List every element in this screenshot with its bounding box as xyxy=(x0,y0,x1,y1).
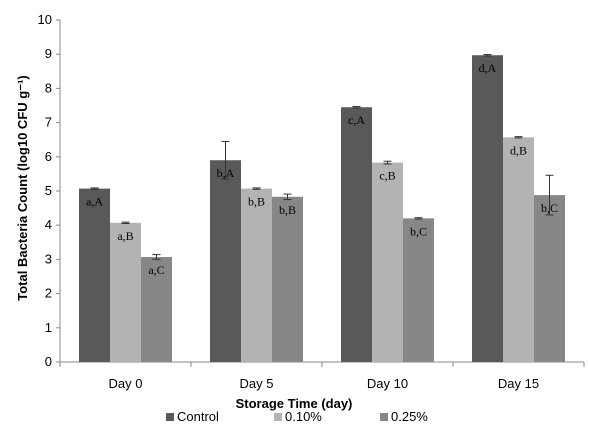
y-tick-label: 9 xyxy=(45,46,52,61)
legend-label: 0.25% xyxy=(391,409,428,424)
bar xyxy=(372,162,403,362)
y-tick-label: 1 xyxy=(45,320,52,335)
bar xyxy=(141,257,172,362)
bar xyxy=(472,55,503,362)
bar-label: b,A xyxy=(217,166,235,180)
bar xyxy=(503,137,534,362)
legend-label: 0.10% xyxy=(285,409,322,424)
y-tick-label: 2 xyxy=(45,286,52,301)
bar-label: d,B xyxy=(510,143,527,157)
y-tick-label: 0 xyxy=(45,354,52,369)
bar-label: d,A xyxy=(479,61,497,75)
legend-swatch xyxy=(166,413,174,421)
x-tick-label: Day 5 xyxy=(240,376,274,391)
bar xyxy=(110,222,141,362)
y-tick-label: 7 xyxy=(45,115,52,130)
x-axis: Day 0 Day 5 Day 10 Day 15 xyxy=(59,361,585,391)
bar-label: a,B xyxy=(117,229,133,243)
legend-swatch xyxy=(380,413,388,421)
bar-label: a,C xyxy=(148,263,164,277)
bar xyxy=(341,107,372,363)
legend-label: Control xyxy=(177,409,219,424)
bars: a,A a,B a,C b,A b,B b,B c,A c,B b,C d,A d,B b,C xyxy=(79,54,565,363)
y-tick-label: 5 xyxy=(45,183,52,198)
bar-label: b,B xyxy=(279,203,296,217)
bar xyxy=(534,195,565,362)
legend: Control 0.10% 0.25% xyxy=(166,409,428,424)
bar xyxy=(210,160,241,362)
bar-label: b,C xyxy=(410,224,427,238)
bar xyxy=(403,218,434,362)
bar-label: a,A xyxy=(86,195,103,209)
bar-label: b,B xyxy=(248,195,265,209)
y-tick-label: 10 xyxy=(38,12,52,27)
bar xyxy=(272,196,303,362)
bar-label: c,B xyxy=(379,169,395,183)
x-tick-label: Day 10 xyxy=(367,376,408,391)
bar-label: b,C xyxy=(541,201,558,215)
y-tick-label: 8 xyxy=(45,80,52,95)
bar xyxy=(241,188,272,362)
y-tick-label: 3 xyxy=(45,251,52,266)
bar xyxy=(79,188,110,362)
x-tick-label: Day 15 xyxy=(498,376,539,391)
bar-label: c,A xyxy=(348,113,365,127)
y-axis-title: Total Bacteria Count (log10 CFU g⁻¹) xyxy=(15,75,30,300)
y-tick-label: 4 xyxy=(45,217,52,232)
x-axis-title: Storage Time (day) xyxy=(236,396,353,411)
x-tick-label: Day 0 xyxy=(109,376,143,391)
legend-swatch xyxy=(274,413,282,421)
y-tick-label: 6 xyxy=(45,149,52,164)
y-axis: 0 1 2 3 4 5 6 7 8 9 10 xyxy=(38,12,61,369)
